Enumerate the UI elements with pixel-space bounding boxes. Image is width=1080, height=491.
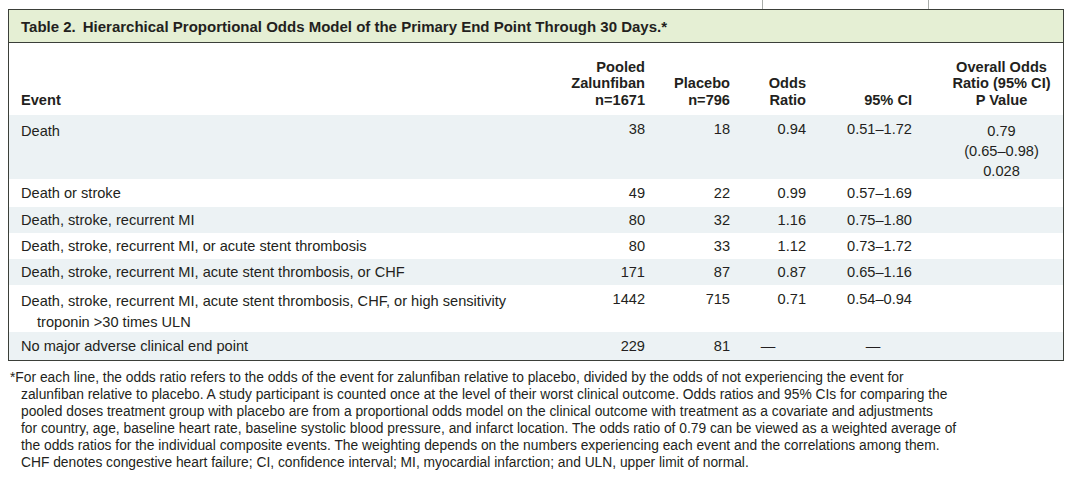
page-crop-artifact-line xyxy=(928,0,929,9)
table-row-death-stroke-mi-stent-chf: Death, stroke, recurrent MI, acute stent… xyxy=(9,259,1063,285)
table-number-label: Table 2. xyxy=(21,18,76,35)
cell-95ci: 0.57–1.69 xyxy=(806,185,940,201)
cell-placebo: 715 xyxy=(650,285,730,307)
column-header-odds-ratio: Odds Ratio xyxy=(730,75,806,108)
column-header-placebo: Placebo n=796 xyxy=(650,75,730,108)
table-2: Table 2. Hierarchical Proportional Odds … xyxy=(8,9,1064,361)
footnote-line: for country, age, baseline heart rate, b… xyxy=(10,420,1076,437)
table-row-death-stroke-mi-stent: Death, stroke, recurrent MI, or acute st… xyxy=(9,233,1063,259)
cell-event: Death xyxy=(9,115,560,142)
column-header-pooled-zalunfiban: Pooled Zalunfiban n=1671 xyxy=(560,59,650,109)
cell-overall-odds xyxy=(940,285,1063,291)
cell-95ci: 0.75–1.80 xyxy=(806,212,940,228)
cell-pooled: 38 xyxy=(560,115,650,137)
cell-placebo: 87 xyxy=(650,264,730,280)
cell-event: Death, stroke, recurrent MI xyxy=(9,210,560,231)
cell-pooled: 171 xyxy=(560,264,650,280)
footnote-line: the odds ratios for the individual compo… xyxy=(10,437,1076,454)
cell-event: Death, stroke, recurrent MI, acute stent… xyxy=(9,285,560,333)
cell-event: Death or stroke xyxy=(9,183,560,204)
table-row-death-or-stroke: Death or stroke 49 22 0.99 0.57–1.69 xyxy=(9,179,1063,207)
cell-pooled: 80 xyxy=(560,238,650,254)
cell-pooled: 49 xyxy=(560,185,650,201)
column-header-overall-odds: Overall Odds Ratio (95% CI) P Value xyxy=(940,59,1063,109)
column-header-event: Event xyxy=(9,92,560,109)
cell-pooled: 229 xyxy=(560,338,650,354)
column-header-95ci: 95% CI xyxy=(806,92,940,109)
footnote-line: zalunfiban relative to placebo. A study … xyxy=(10,386,1076,403)
table-row-death-stroke-mi: Death, stroke, recurrent MI 80 32 1.16 0… xyxy=(9,207,1063,233)
cell-odds-ratio: 0.94 xyxy=(730,115,806,137)
table-title-bar: Table 2. Hierarchical Proportional Odds … xyxy=(9,10,1063,43)
cell-95ci: 0.73–1.72 xyxy=(806,238,940,254)
page-crop-artifact-line xyxy=(762,0,763,9)
cell-pooled: 1442 xyxy=(560,285,650,307)
cell-pooled: 80 xyxy=(560,212,650,228)
cell-95ci: 0.51–1.72 xyxy=(806,115,940,137)
paper-table-figure: Table 2. Hierarchical Proportional Odds … xyxy=(0,0,1080,491)
cell-overall-odds: 0.79 (0.65–0.98) 0.028 xyxy=(940,115,1063,181)
cell-placebo: 33 xyxy=(650,238,730,254)
footnote-line: pooled doses treatment group with placeb… xyxy=(10,403,1076,420)
cell-placebo: 22 xyxy=(650,185,730,201)
cell-95ci: 0.65–1.16 xyxy=(806,264,940,280)
cell-event: No major adverse clinical end point xyxy=(9,336,560,357)
cell-odds-ratio: 0.87 xyxy=(730,264,806,280)
cell-odds-ratio: 1.12 xyxy=(730,238,806,254)
cell-odds-ratio: 0.71 xyxy=(730,285,806,307)
footnote-line: CHF denotes congestive heart failure; CI… xyxy=(10,454,1076,471)
cell-placebo: 32 xyxy=(650,212,730,228)
cell-odds-ratio: 1.16 xyxy=(730,212,806,228)
cell-odds-ratio: — xyxy=(730,338,806,354)
table-footnote: *For each line, the odds ratio refers to… xyxy=(10,369,1076,471)
cell-event: Death, stroke, recurrent MI, or acute st… xyxy=(9,236,560,257)
cell-placebo: 18 xyxy=(650,115,730,137)
footnote-line: *For each line, the odds ratio refers to… xyxy=(10,369,1076,386)
table-row-troponin: Death, stroke, recurrent MI, acute stent… xyxy=(9,285,1063,332)
cell-placebo: 81 xyxy=(650,338,730,354)
table-title: Hierarchical Proportional Odds Model of … xyxy=(83,18,667,35)
table-row-no-major-event: No major adverse clinical end point 229 … xyxy=(9,332,1063,360)
cell-odds-ratio: 0.99 xyxy=(730,185,806,201)
table-header-row: Event Pooled Zalunfiban n=1671 Placebo n… xyxy=(9,43,1063,115)
table-row-death: Death 38 18 0.94 0.51–1.72 0.79 (0.65–0.… xyxy=(9,115,1063,179)
cell-event: Death, stroke, recurrent MI, acute stent… xyxy=(9,262,560,283)
cell-95ci: — xyxy=(806,338,940,354)
cell-95ci: 0.54–0.94 xyxy=(806,285,940,307)
